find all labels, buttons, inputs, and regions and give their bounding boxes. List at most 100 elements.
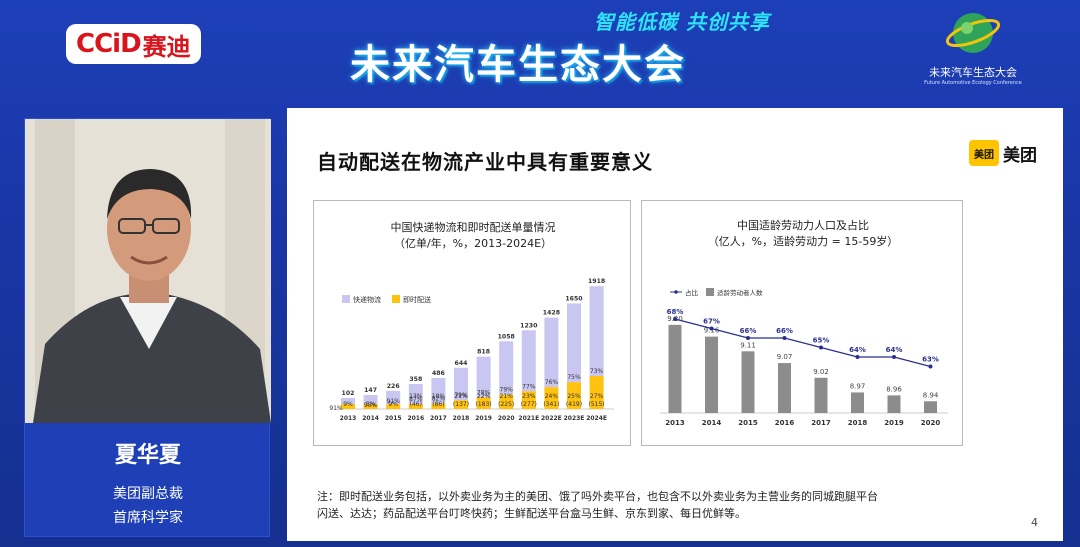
share-line [674, 318, 931, 368]
bar-workforce [851, 392, 864, 413]
x-tick-label: 2016 [775, 419, 795, 427]
bar-instant [544, 387, 559, 409]
x-tick-label: 2017 [430, 415, 447, 422]
bar-express [476, 356, 491, 398]
workforce-value-label: 9.02 [813, 368, 829, 376]
conference-logo-text: 未来汽车生态大会 [929, 66, 1017, 79]
instant-percent-label: 18% [432, 393, 446, 400]
instant-percent-label: 9% [388, 401, 398, 408]
instant-value-label: (86) [432, 401, 444, 408]
instant-value-label: (137) [453, 401, 469, 408]
legend-swatch-workforce [706, 288, 714, 296]
instant-percent-label: 23% [522, 393, 536, 400]
share-point [746, 336, 750, 340]
share-label: 64% [886, 346, 903, 354]
ccid-logo-chinese: 赛迪 [142, 32, 191, 61]
bar-instant [567, 382, 581, 409]
bar-instant [521, 391, 536, 409]
globe-ring-icon [945, 13, 1001, 53]
instant-percent-label: 22% [477, 393, 491, 400]
express-percent-label: 79% [454, 392, 468, 399]
bar-express [408, 384, 423, 404]
meituan-logo: 美团 美团 [969, 140, 1037, 166]
x-tick-label: 2015 [738, 419, 758, 427]
express-percent-label: 79% [500, 387, 514, 394]
total-label: 358 [409, 376, 422, 383]
share-label: 68% [667, 308, 684, 316]
share-point [709, 326, 714, 331]
total-label: 818 [477, 349, 490, 356]
total-label: 644 [455, 360, 469, 367]
chart-title: 中国适龄劳动力人口及占比 [737, 218, 869, 232]
x-tick-label: 2019 [475, 415, 492, 422]
bar-express [499, 341, 514, 395]
instant-percent-label: 25% [567, 393, 581, 400]
speaker-portrait [25, 119, 271, 423]
workforce-value-label: 8.94 [923, 391, 939, 399]
legend-swatch-instant [392, 295, 400, 303]
bar-instant [408, 404, 423, 409]
x-tick-label: 2020 [498, 415, 515, 422]
bar-workforce [668, 324, 682, 413]
instant-percent-label: 21% [500, 393, 514, 400]
bar-instant [499, 394, 514, 409]
share-label: 64% [849, 346, 866, 354]
x-tick-label: 2021E [518, 415, 539, 422]
delivery-chart-panel: 中国快递物流和即时配送单量情况 （亿单/年，%，2013-2024E） 快递物流 即时… [313, 200, 631, 446]
total-label: 1058 [498, 333, 515, 340]
bar-instant [454, 400, 468, 409]
legend-swatch-express [342, 295, 350, 303]
chart-title: 中国快递物流和即时配送单量情况 [391, 220, 556, 234]
bar-express [589, 286, 604, 377]
bar-instant [363, 404, 378, 409]
total-label: 1650 [565, 295, 583, 302]
x-tick-label: 2018 [848, 419, 868, 427]
share-point [819, 345, 823, 350]
express-percent-label: 76% [545, 379, 559, 386]
share-label: 63% [922, 356, 939, 364]
meituan-wordmark: 美团 [1003, 145, 1037, 166]
x-tick-label: 2014 [362, 415, 379, 422]
share-point [892, 355, 896, 359]
instant-value-label: (515) [589, 401, 605, 408]
ccid-logo: CCiD 赛迪 [66, 24, 201, 64]
x-tick-label: 2016 [407, 415, 424, 422]
total-label: 147 [364, 387, 377, 394]
instant-value-label: (183) [476, 401, 492, 408]
share-label: 66% [776, 327, 793, 335]
speaker-panel: 夏华夏 美团副总裁 首席科学家 [24, 118, 271, 537]
express-percent-label: 82% [432, 395, 446, 402]
bar-express [341, 398, 355, 404]
instant-value-label: (341) [543, 401, 559, 408]
x-tick-label: 2015 [385, 415, 402, 422]
total-label: 1230 [520, 322, 538, 329]
workforce-value-label: 8.96 [886, 385, 902, 393]
slide-title: 自动配送在物流产业中具有重要意义 [317, 150, 653, 174]
express-percent-label: 73% [590, 368, 604, 375]
workforce-value-label: 9.07 [777, 353, 793, 361]
instant-percent-label: 9% [343, 401, 353, 408]
conference-logo-english: Future Automotive Ecology Conference [924, 80, 1022, 86]
delivery-volume-chart: 中国快递物流和即时配送单量情况 （亿单/年，%，2013-2024E） 快递物流 即时… [329, 220, 614, 422]
bar-express [386, 390, 401, 404]
instant-percent-label: 24% [545, 393, 559, 400]
x-tick-label: 2024E [586, 415, 607, 422]
footnote-line1: 注：即时配送业务包括，以外卖业务为主的美团、饿了吗外卖平台，也包含不以外卖业务为… [317, 490, 878, 503]
bar-workforce [887, 395, 901, 413]
x-tick-label: 2013 [665, 419, 685, 427]
legend-marker-share [674, 290, 678, 294]
x-tick-label: 2022E [541, 415, 562, 422]
share-point [855, 355, 860, 359]
workforce-value-label: 8.97 [850, 382, 866, 390]
share-point [782, 336, 787, 340]
bar-workforce [705, 336, 718, 413]
footnote-line2: 闪送、达达；药品配送平台叮咚快药；生鲜配送平台盒马生鲜、京东到家、每日优鲜等。 [317, 507, 746, 520]
x-tick-label: 2023E [564, 415, 585, 422]
x-tick-label: 2013 [340, 415, 357, 422]
conference-logo: 未来汽车生态大会 Future Automotive Ecology Confe… [918, 8, 1028, 88]
chart-subtitle: （亿人，%，适龄劳动力 = 15-59岁） [708, 234, 899, 248]
instant-value-label: (46) [410, 401, 422, 408]
instant-value-label: (419) [566, 401, 582, 408]
share-label: 67% [703, 318, 720, 326]
workforce-value-label: 9.16 [704, 327, 720, 335]
